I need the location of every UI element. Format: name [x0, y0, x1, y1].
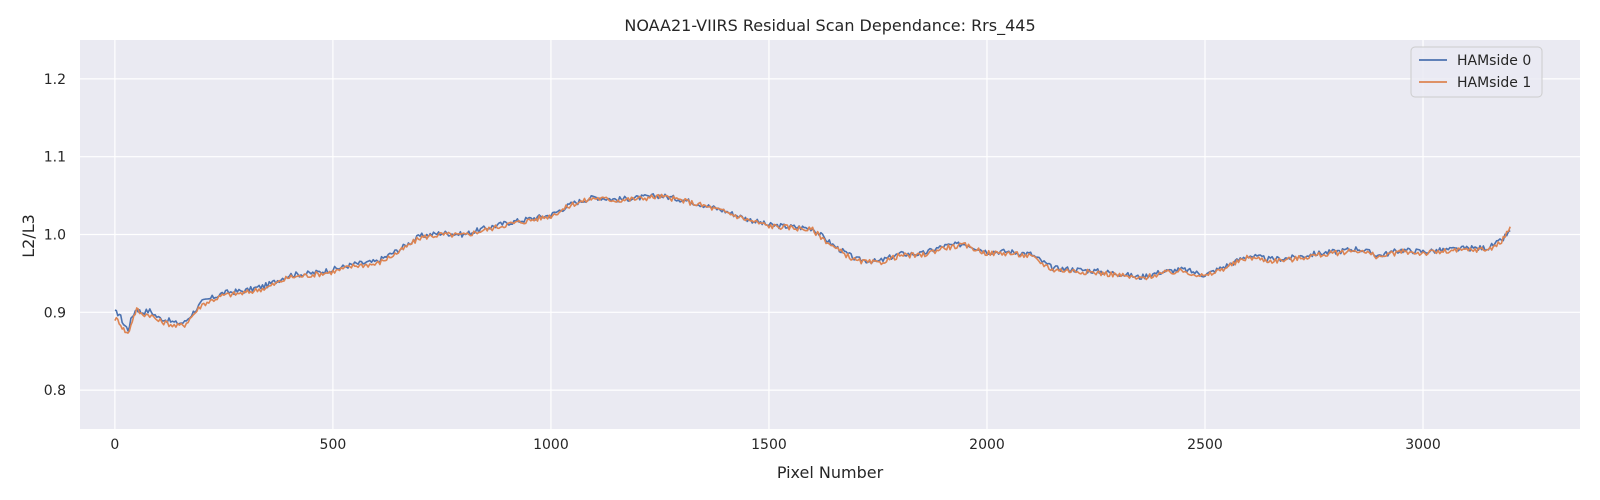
y-axis-ticks: 0.8 0.9 1.0 1.1 1.2: [44, 72, 66, 399]
y-tick-label: 1.1: [44, 150, 66, 166]
y-tick-label: 0.9: [44, 305, 66, 321]
x-tick-label: 2500: [1187, 437, 1223, 453]
y-tick-label: 1.2: [44, 72, 66, 88]
x-tick-label: 0: [110, 437, 119, 453]
y-tick-label: 1.0: [44, 228, 66, 244]
y-tick-label: 0.8: [44, 383, 66, 399]
x-tick-label: 500: [320, 437, 347, 453]
series-group: [114, 193, 1511, 334]
x-axis-label: Pixel Number: [777, 463, 884, 482]
x-tick-label: 3000: [1405, 437, 1441, 453]
y-axis-label: L2/L3: [19, 214, 38, 258]
series-line-hamside-1: [114, 193, 1511, 334]
legend-label: HAMside 0: [1457, 53, 1531, 69]
x-tick-label: 1500: [751, 437, 787, 453]
legend-label: HAMside 1: [1457, 75, 1531, 91]
legend: HAMside 0 HAMside 1: [1410, 46, 1543, 98]
x-tick-label: 2000: [969, 437, 1005, 453]
x-tick-label: 1000: [533, 437, 569, 453]
x-axis-ticks: 0 500 1000 1500 2000 2500 3000: [110, 437, 1440, 453]
grid: [80, 40, 1580, 429]
chart-title: NOAA21-VIIRS Residual Scan Dependance: R…: [624, 16, 1035, 36]
